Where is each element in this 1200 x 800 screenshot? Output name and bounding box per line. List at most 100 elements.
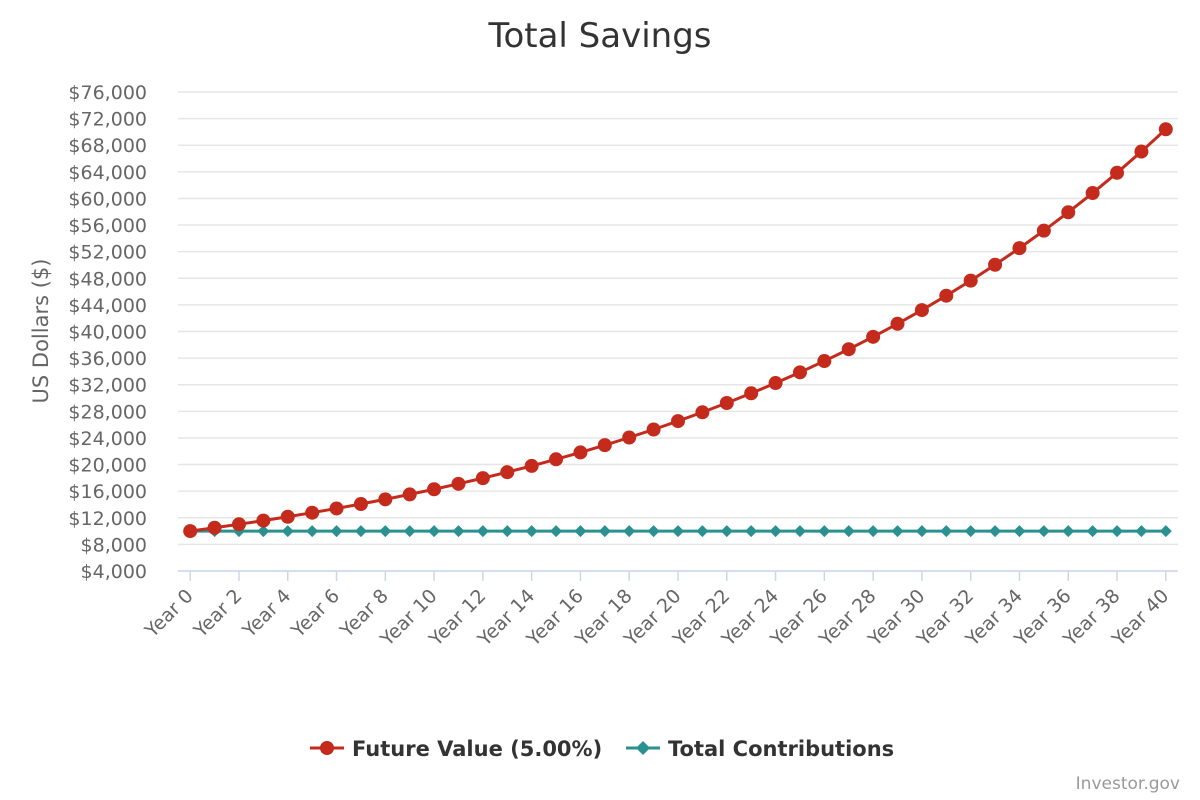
data-point[interactable] <box>866 329 881 344</box>
data-point[interactable] <box>672 525 684 538</box>
legend[interactable]: Future Value (5.00%) Total Contributions <box>310 737 894 761</box>
legend-item-total-contributions[interactable]: Total Contributions <box>626 737 894 761</box>
data-point[interactable] <box>354 525 367 538</box>
data-point[interactable] <box>623 525 636 538</box>
data-point[interactable] <box>1135 525 1148 538</box>
data-point[interactable] <box>720 525 733 538</box>
data-point[interactable] <box>1037 525 1050 538</box>
data-point[interactable] <box>719 395 734 410</box>
data-point[interactable] <box>939 288 954 303</box>
data-point[interactable] <box>353 496 368 511</box>
data-point[interactable] <box>329 501 344 516</box>
data-point[interactable] <box>914 303 929 318</box>
y-tick-label: $4,000 <box>81 561 147 583</box>
data-point[interactable] <box>671 414 685 429</box>
data-point[interactable] <box>622 430 637 445</box>
data-point[interactable] <box>598 525 611 538</box>
data-point[interactable] <box>818 525 831 538</box>
data-point[interactable] <box>402 487 417 502</box>
data-point[interactable] <box>647 525 660 538</box>
data-point[interactable] <box>207 520 222 535</box>
data-point[interactable] <box>1086 525 1099 538</box>
data-point[interactable] <box>257 525 270 538</box>
data-point[interactable] <box>891 525 904 538</box>
data-point[interactable] <box>1159 525 1172 538</box>
data-point[interactable] <box>281 525 294 538</box>
data-point[interactable] <box>183 524 198 539</box>
data-point[interactable] <box>403 525 416 538</box>
data-point[interactable] <box>1134 144 1149 159</box>
data-point[interactable] <box>379 525 392 538</box>
data-point[interactable] <box>330 525 343 538</box>
data-point[interactable] <box>793 525 806 538</box>
data-point[interactable] <box>573 445 588 460</box>
data-point[interactable] <box>989 525 1002 538</box>
credit-link[interactable]: Investor.gov <box>1076 774 1180 794</box>
data-point[interactable] <box>1085 186 1100 201</box>
data-point[interactable] <box>745 525 758 538</box>
x-tick-label: Year 0 <box>140 585 198 643</box>
data-point[interactable] <box>256 513 271 528</box>
data-point[interactable] <box>841 342 856 357</box>
data-point[interactable] <box>769 525 782 538</box>
data-point[interactable] <box>452 525 465 538</box>
x-tick-label: Year 2 <box>189 585 247 643</box>
data-point[interactable] <box>744 386 759 401</box>
data-point[interactable] <box>525 525 538 538</box>
data-point[interactable] <box>646 422 661 437</box>
data-point[interactable] <box>305 505 320 520</box>
data-point[interactable] <box>1111 525 1124 538</box>
data-point[interactable] <box>1062 525 1075 538</box>
data-point[interactable] <box>915 525 928 538</box>
data-point[interactable] <box>574 525 587 538</box>
data-point[interactable] <box>451 476 466 491</box>
data-point[interactable] <box>306 525 319 538</box>
y-tick-label: $24,000 <box>68 428 147 450</box>
data-point[interactable] <box>1036 223 1051 238</box>
y-tick-label: $64,000 <box>68 162 147 184</box>
data-point[interactable] <box>696 525 709 538</box>
data-point[interactable] <box>476 525 489 538</box>
data-point[interactable] <box>280 509 295 524</box>
data-point[interactable] <box>940 525 953 538</box>
data-point[interactable] <box>1013 525 1026 538</box>
data-point[interactable] <box>475 471 490 486</box>
y-tick-label: $60,000 <box>68 188 147 210</box>
data-point[interactable] <box>792 365 807 380</box>
legend-label: Total Contributions <box>668 737 894 761</box>
data-point[interactable] <box>500 465 515 480</box>
data-point[interactable] <box>1012 241 1027 256</box>
data-point[interactable] <box>1061 205 1076 220</box>
data-point[interactable] <box>695 405 710 420</box>
legend-label: Future Value (5.00%) <box>352 737 602 761</box>
data-point[interactable] <box>428 525 441 538</box>
data-point[interactable] <box>768 376 783 391</box>
data-point[interactable] <box>964 525 977 538</box>
legend-item-future-value[interactable]: Future Value (5.00%) <box>310 737 602 761</box>
data-point[interactable] <box>842 525 855 538</box>
data-point[interactable] <box>988 257 1003 272</box>
data-point[interactable] <box>231 517 246 532</box>
data-point[interactable] <box>963 273 978 288</box>
data-point[interactable] <box>378 492 393 507</box>
data-point[interactable] <box>1158 122 1173 137</box>
data-point[interactable] <box>890 316 905 331</box>
series-total-contributions <box>184 525 1172 538</box>
data-point[interactable] <box>501 525 514 538</box>
y-tick-label: $76,000 <box>68 82 147 104</box>
y-tick-label: $52,000 <box>68 242 147 264</box>
data-point[interactable] <box>1110 165 1125 180</box>
y-tick-label: $36,000 <box>68 348 147 370</box>
data-point[interactable] <box>597 438 612 453</box>
data-point[interactable] <box>524 458 539 473</box>
y-tick-label: $72,000 <box>68 109 147 131</box>
data-point[interactable] <box>550 525 563 538</box>
data-point[interactable] <box>427 482 442 497</box>
x-tick-label: Year 6 <box>287 585 345 643</box>
y-tick-label: $44,000 <box>68 295 147 317</box>
data-point[interactable] <box>549 452 564 467</box>
data-point[interactable] <box>867 525 880 538</box>
series-layer <box>183 122 1173 539</box>
data-point[interactable] <box>817 354 832 369</box>
